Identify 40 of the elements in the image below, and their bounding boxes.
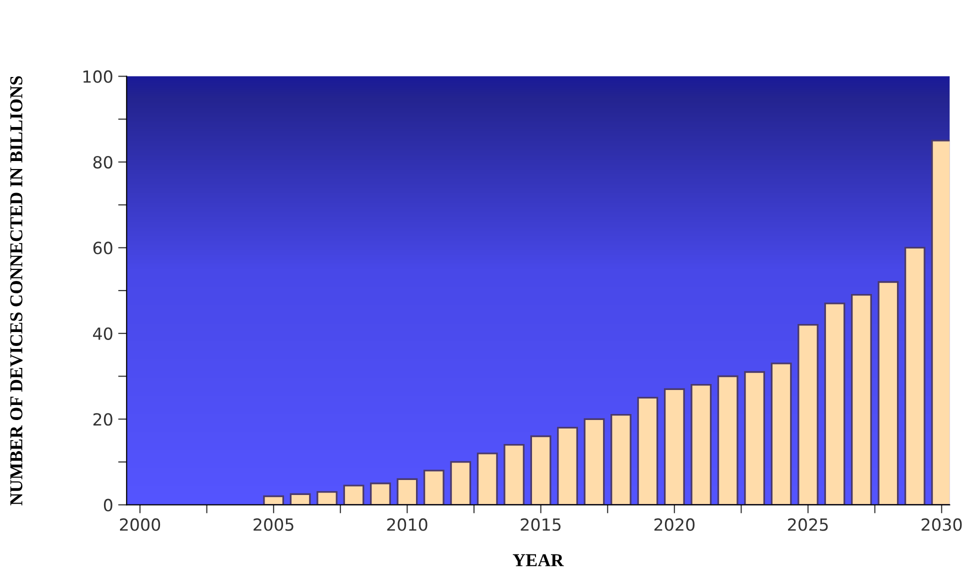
bar [637,396,658,505]
y-tick-label: 40 [93,327,112,340]
x-tick-label: 2030 [922,518,962,531]
bar [450,461,472,505]
bar [904,246,926,505]
x-tick-label: 2010 [387,518,428,531]
x-axis-title: YEAR [512,554,564,566]
y-tick-label: 60 [93,242,112,254]
x-tick-label: 2005 [254,518,294,531]
x-tick-label: 2015 [520,518,561,531]
y-tick-label: 100 [83,70,112,83]
bar [610,414,632,505]
bar [557,426,578,505]
bar [396,478,418,505]
bar [343,484,364,505]
x-tick-label: 2025 [788,518,828,531]
bar [504,444,525,505]
x-tick-label: 2000 [120,518,160,531]
bar [770,362,792,505]
bar [717,375,738,505]
bar [824,302,846,505]
bar [584,418,605,505]
y-axis-title: NUMBER OF DEVICES CONNECTED IN BILLIONS [10,76,22,506]
bar [476,452,498,505]
bar [878,281,899,505]
bar [423,470,444,505]
bar [530,435,552,505]
bar [690,384,712,505]
bar [851,294,872,505]
bar [664,388,685,505]
bar [370,482,391,505]
bar [316,491,338,505]
bar [744,371,766,505]
bar [290,493,311,505]
y-tick-label: 20 [93,413,112,426]
bar [263,495,284,505]
y-tick-label: 80 [93,156,112,169]
y-tick-label: 0 [104,498,112,512]
bar [798,324,818,505]
x-tick-label: 2020 [654,518,695,531]
